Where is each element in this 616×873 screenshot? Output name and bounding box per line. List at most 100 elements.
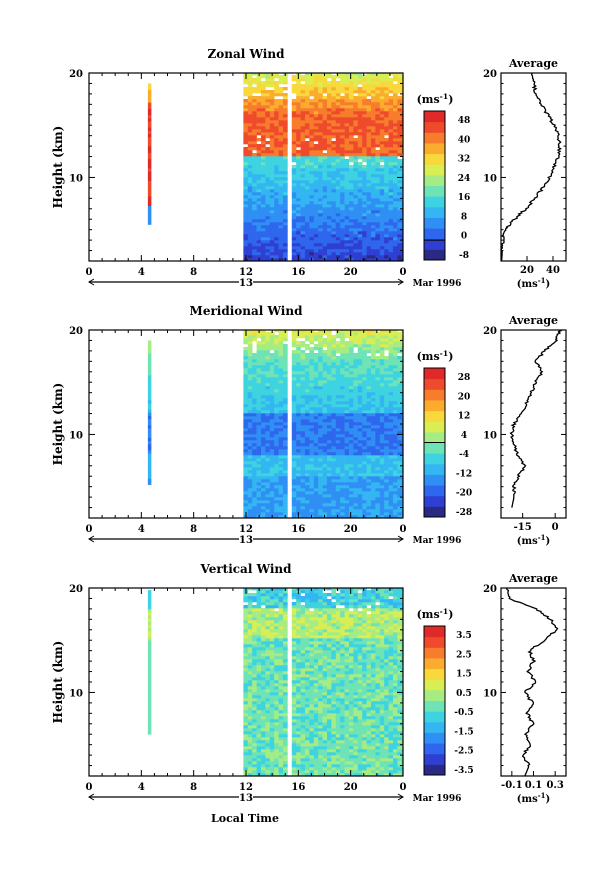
colorbar-tick-label: 2.5 [456,650,472,660]
x-tick-label: 0 [86,267,93,278]
colorbar-tick-label: 28 [458,373,471,383]
profile-x-tick-label: -15 [514,522,532,533]
profile-title: Average [508,572,558,585]
colorbar-tick-label: 32 [458,155,471,165]
colorbar-tick-label: 16 [458,193,471,203]
colorbar-swatch [424,743,445,755]
date-label: Mar 1996 [413,536,462,546]
x-tick-label: 12 [239,267,253,278]
x-axis-label: Local Time [211,812,279,825]
profile-y-tick-label: 20 [483,326,497,337]
y-tick-label: 10 [69,430,83,441]
colorbar-swatch [424,626,445,638]
colorbar-tick-label: 40 [458,135,471,145]
colorbar-swatch [424,647,445,659]
colorbar-tick-label: 0.5 [456,689,472,699]
x-tick-label: 0 [86,782,93,793]
colorbar-tick-label: 24 [458,174,471,184]
y-axis-label: Height (km) [51,641,65,724]
colorbar-unit-label: (ms-1) [417,349,454,363]
y-axis-label: Height (km) [51,126,65,209]
colorbar-swatch [424,217,445,229]
colorbar-tick-label: 0 [461,232,467,242]
x-tick-label: 12 [239,524,253,535]
profile-line [509,329,563,508]
x-tick-label: 16 [291,782,305,793]
colorbar-tick-label: -0.5 [454,708,473,718]
colorbar-swatch [424,668,445,680]
profile-y-tick-label: 10 [483,173,497,184]
profile-x-label: (ms-1) [517,276,550,290]
x-tick-label: 8 [190,782,197,793]
colorbar-swatch [424,721,445,733]
x-tick-label: 20 [344,782,358,793]
x-tick-label: 20 [344,524,358,535]
profile-x-tick-label: -0.1 [501,780,523,791]
colorbar-swatch [424,174,445,186]
colorbar-swatch [424,153,445,165]
colorbar-swatch [424,196,445,208]
colorbar-swatch [424,111,445,123]
date-label: Mar 1996 [413,794,462,804]
profile-x-tick-label: 0 [552,522,559,533]
colorbar-frame [423,625,446,776]
x-tick-label: 20 [344,267,358,278]
colorbar-swatch [424,431,445,443]
heatmap-cells [147,73,403,261]
x-tick-label: 0 [400,782,407,793]
x-tick-label: 4 [138,267,145,278]
x-tick-label: 0 [400,524,407,535]
profile-frame [500,72,567,262]
x-tick-label: 8 [190,267,197,278]
colorbar-swatch [424,495,445,507]
y-axis-label: Height (km) [51,383,65,466]
colorbar-swatch [424,657,445,670]
colorbar-swatch [424,442,445,454]
colorbar-tick-label: -28 [456,508,472,518]
colorbar-swatch [424,764,445,776]
profile-x-label: (ms-1) [517,533,550,547]
colorbar-tick-label: -12 [456,469,472,479]
colorbar-swatch [424,410,445,422]
colorbar-unit-label: (ms-1) [417,607,454,621]
colorbar-swatch [424,164,445,176]
x-tick-label: 0 [86,524,93,535]
colorbar-swatch [424,453,445,465]
colorbar-swatch [424,732,445,744]
day-marker: 13 [239,535,253,546]
colorbar-tick-label: 12 [458,412,471,422]
y-tick-label: 10 [69,688,83,699]
colorbar-tick-label: 4 [461,431,467,441]
y-tick-label: 20 [69,69,83,80]
y-tick-label: 20 [69,584,83,595]
x-tick-label: 8 [190,524,197,535]
bracket-arrow-right [397,535,404,543]
colorbar-swatch [424,249,445,261]
bracket-arrow-left [88,793,95,801]
x-tick-label: 12 [239,782,253,793]
colorbar-tick-label: 20 [458,392,471,402]
day-marker: 13 [239,793,253,804]
panel-title: Vertical Wind [199,562,292,576]
colorbar-swatch [424,636,445,648]
colorbar-swatch [424,368,445,380]
colorbar-tick-label: 3.5 [456,631,472,641]
colorbar-swatch [424,679,445,691]
profile-frame [500,587,567,777]
profile-y-tick-label: 10 [483,688,497,699]
profile-frame [500,329,567,519]
colorbar-frame [423,110,446,261]
x-tick-label: 4 [138,782,145,793]
colorbar-swatch [424,389,445,401]
date-label: Mar 1996 [413,279,462,289]
profile-y-tick-label: 20 [483,69,497,80]
colorbar-swatch [424,474,445,486]
colorbar-tick-label: -1.5 [454,727,473,737]
colorbar-swatch [424,206,445,218]
colorbar-swatch [424,711,445,723]
colorbar-tick-label: -4 [459,450,469,460]
profile-x-tick-label: 40 [546,265,560,276]
bracket-arrow-right [397,793,404,801]
colorbar-swatch [424,506,445,518]
